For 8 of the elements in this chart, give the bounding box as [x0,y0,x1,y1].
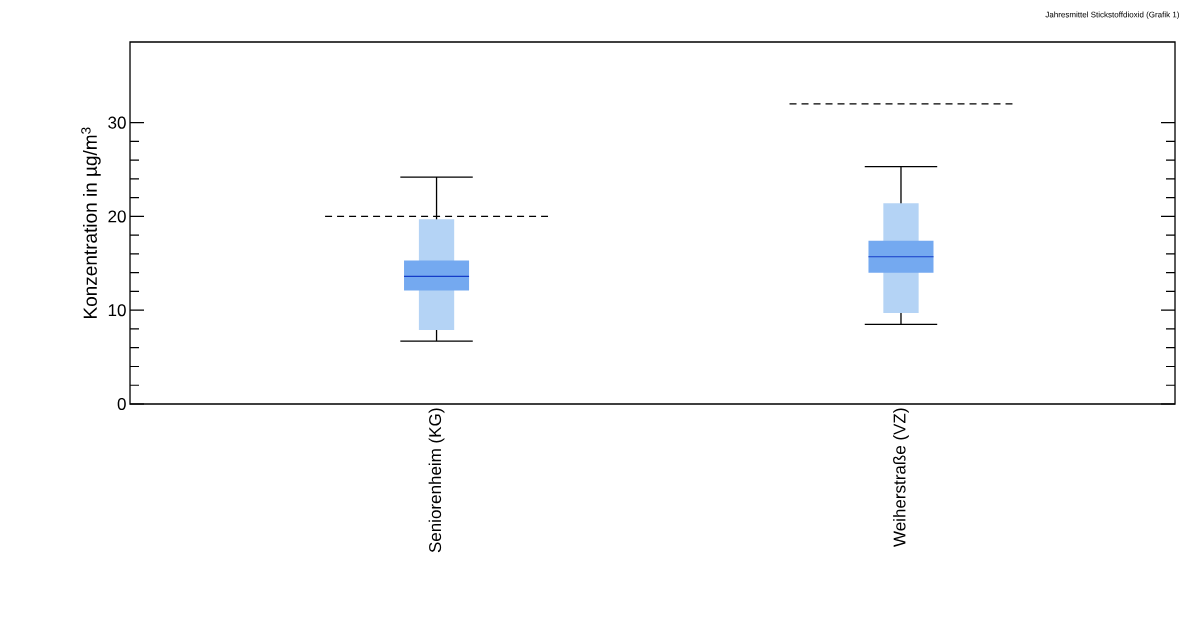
y-tick-label: 10 [108,304,126,317]
x-tick-label: Seniorenheim (KG) [428,408,445,553]
y-axis-title: Konzentration in µg/m$^{3}$ [81,127,101,318]
x-tick-label: Weiherstraße (VZ) [893,408,909,547]
y-tick-label: 20 [108,210,126,223]
y-tick-label: 30 [108,116,126,129]
text: Jahresmittel Stickstoffdioxid (Grafik 1) [1045,11,1179,19]
y-tick-label: 0 [117,397,126,411]
